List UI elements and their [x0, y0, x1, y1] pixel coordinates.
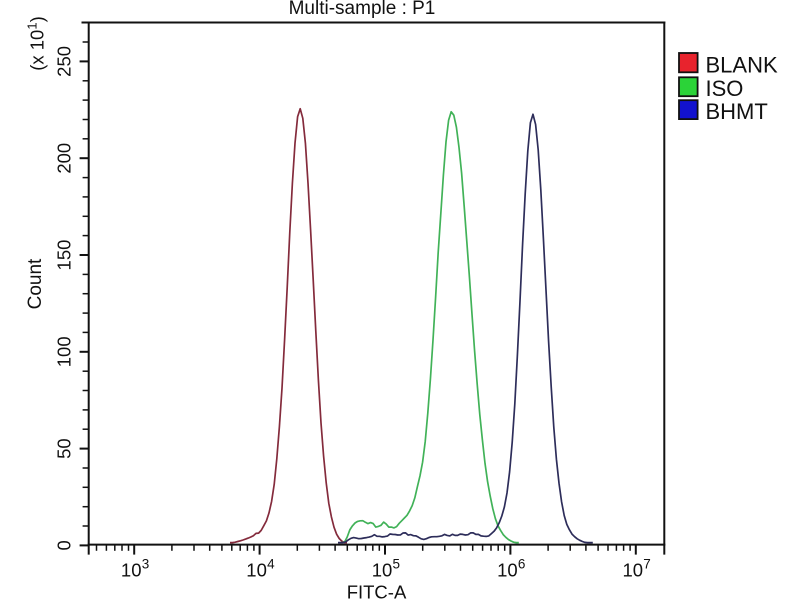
svg-text:10: 10 [121, 559, 142, 580]
svg-text:250: 250 [53, 46, 74, 77]
svg-text:10: 10 [497, 559, 518, 580]
svg-text:4: 4 [267, 557, 275, 572]
svg-text:10: 10 [623, 559, 644, 580]
svg-text:0: 0 [53, 540, 74, 550]
svg-text:10: 10 [372, 559, 393, 580]
svg-text:10: 10 [246, 559, 267, 580]
svg-text:BHMT: BHMT [706, 99, 768, 124]
svg-text:Multi-sample : P1: Multi-sample : P1 [289, 0, 436, 19]
svg-text:Count: Count [25, 258, 46, 309]
svg-text:(x 101): (x 101) [25, 16, 48, 71]
svg-text:5: 5 [393, 557, 401, 572]
svg-text:3: 3 [142, 557, 150, 572]
svg-text:ISO: ISO [706, 76, 744, 101]
svg-text:BLANK: BLANK [706, 53, 778, 78]
svg-text:50: 50 [53, 438, 74, 459]
svg-text:6: 6 [518, 557, 526, 572]
svg-text:7: 7 [643, 557, 651, 572]
svg-text:150: 150 [53, 240, 74, 271]
svg-text:FITC-A: FITC-A [347, 582, 407, 600]
svg-text:100: 100 [53, 336, 74, 367]
svg-text:200: 200 [53, 143, 74, 174]
